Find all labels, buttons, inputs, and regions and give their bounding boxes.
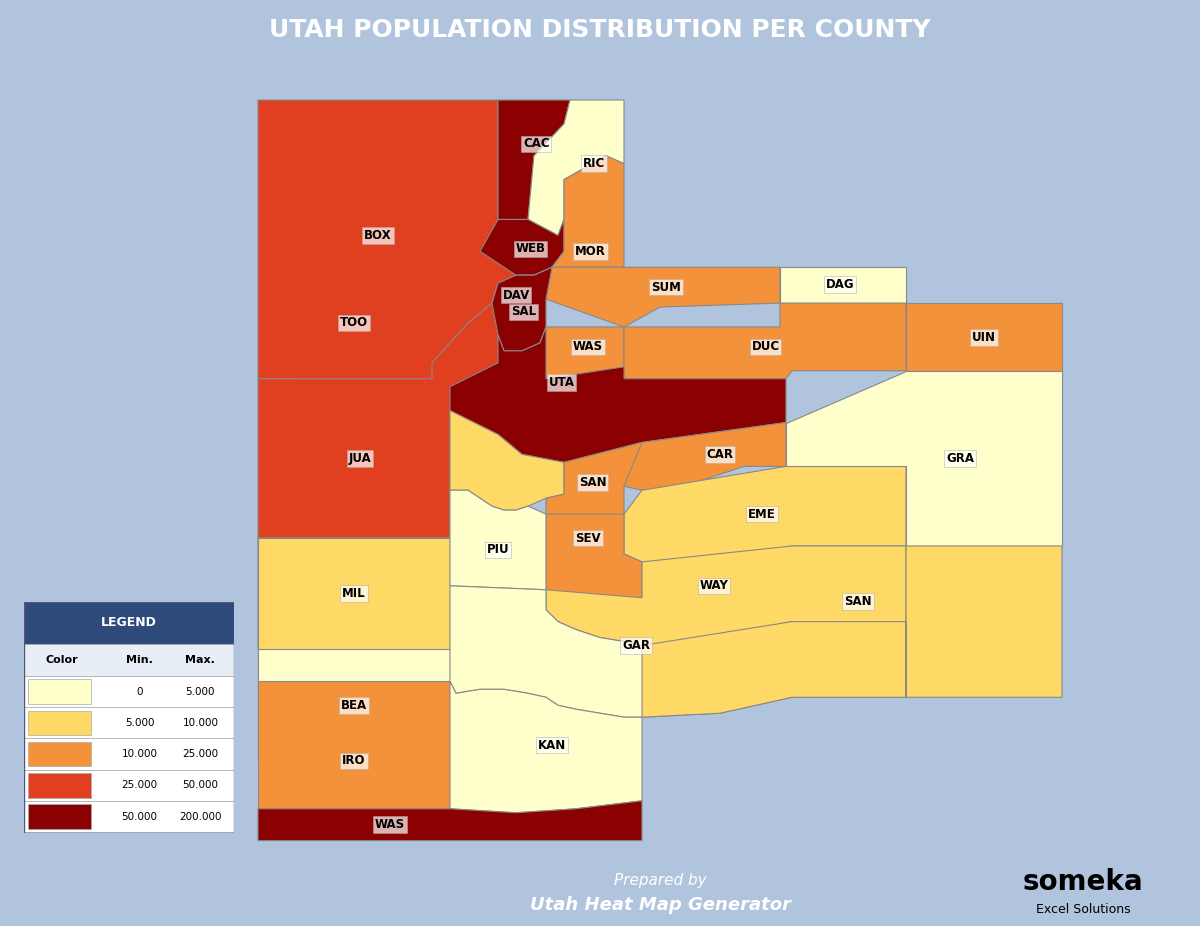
Polygon shape [258, 801, 642, 841]
Polygon shape [258, 283, 522, 538]
Polygon shape [546, 443, 642, 526]
Text: WAS: WAS [572, 341, 604, 354]
Text: 10.000: 10.000 [121, 749, 157, 759]
FancyBboxPatch shape [29, 805, 91, 829]
Text: IRO: IRO [342, 755, 366, 768]
Polygon shape [258, 649, 450, 761]
Text: TOO: TOO [340, 317, 368, 330]
Polygon shape [258, 410, 564, 649]
Text: SAN: SAN [844, 595, 872, 608]
Text: Utah Heat Map Generator: Utah Heat Map Generator [529, 896, 791, 914]
FancyBboxPatch shape [29, 773, 91, 797]
Text: EME: EME [748, 507, 776, 520]
Polygon shape [546, 268, 780, 327]
Text: WAY: WAY [700, 580, 728, 593]
Polygon shape [546, 514, 642, 606]
FancyBboxPatch shape [24, 602, 234, 644]
Text: KAN: KAN [538, 739, 566, 752]
Polygon shape [642, 546, 1062, 717]
Text: SEV: SEV [575, 532, 601, 544]
Text: Prepared by: Prepared by [613, 873, 707, 888]
Polygon shape [492, 268, 552, 323]
Text: 5.000: 5.000 [125, 718, 155, 728]
FancyBboxPatch shape [29, 742, 91, 767]
Text: MIL: MIL [342, 587, 366, 600]
Text: GAR: GAR [622, 639, 650, 652]
Polygon shape [528, 100, 624, 235]
Text: DAV: DAV [503, 289, 529, 302]
Text: BEA: BEA [341, 699, 367, 712]
Polygon shape [450, 327, 786, 462]
Text: 50.000: 50.000 [121, 811, 157, 821]
Text: UTAH POPULATION DISTRIBUTION PER COUNTY: UTAH POPULATION DISTRIBUTION PER COUNTY [269, 19, 931, 42]
Text: 25.000: 25.000 [182, 749, 218, 759]
Text: JUA: JUA [349, 452, 371, 465]
Polygon shape [540, 327, 624, 391]
Polygon shape [552, 156, 624, 268]
Text: MOR: MOR [575, 244, 606, 257]
Text: DAG: DAG [826, 279, 854, 292]
Polygon shape [498, 100, 570, 219]
Text: BOX: BOX [364, 229, 392, 242]
Text: Color: Color [46, 655, 78, 665]
Text: 0: 0 [137, 686, 143, 696]
Text: PIU: PIU [487, 544, 509, 557]
Text: RIC: RIC [583, 157, 605, 170]
Text: someka: someka [1022, 869, 1144, 896]
Polygon shape [624, 303, 906, 379]
Text: SAL: SAL [511, 306, 535, 319]
FancyBboxPatch shape [29, 711, 91, 735]
Text: 200.000: 200.000 [179, 811, 222, 821]
Polygon shape [450, 490, 546, 590]
Text: Excel Solutions: Excel Solutions [1036, 903, 1130, 916]
FancyBboxPatch shape [24, 739, 234, 770]
Polygon shape [450, 586, 906, 717]
Text: Min.: Min. [126, 655, 152, 665]
Polygon shape [906, 303, 1062, 370]
Text: DUC: DUC [751, 341, 780, 354]
FancyBboxPatch shape [29, 680, 91, 704]
Text: UIN: UIN [972, 331, 996, 344]
Text: 25.000: 25.000 [121, 781, 157, 791]
Polygon shape [624, 467, 906, 562]
FancyBboxPatch shape [24, 676, 234, 707]
Polygon shape [786, 370, 1062, 546]
Polygon shape [258, 100, 528, 394]
Text: Max.: Max. [186, 655, 215, 665]
Polygon shape [492, 268, 552, 351]
Text: SAN: SAN [578, 476, 607, 489]
Polygon shape [258, 538, 450, 761]
Polygon shape [258, 682, 450, 808]
Text: CAR: CAR [707, 448, 733, 461]
Text: UTA: UTA [548, 376, 575, 389]
Polygon shape [480, 219, 564, 275]
Text: 10.000: 10.000 [182, 718, 218, 728]
FancyBboxPatch shape [24, 801, 234, 832]
FancyBboxPatch shape [24, 770, 234, 801]
Text: 5.000: 5.000 [186, 686, 215, 696]
Text: GRA: GRA [946, 452, 974, 465]
Polygon shape [546, 546, 906, 645]
FancyBboxPatch shape [24, 707, 234, 739]
Polygon shape [450, 682, 642, 813]
Text: WEB: WEB [516, 243, 545, 256]
FancyBboxPatch shape [24, 644, 234, 676]
Text: LEGEND: LEGEND [101, 616, 157, 630]
Text: CAC: CAC [523, 137, 550, 150]
Text: 50.000: 50.000 [182, 781, 218, 791]
Text: SUM: SUM [652, 281, 680, 294]
Polygon shape [624, 422, 786, 490]
Polygon shape [780, 268, 906, 303]
Text: WAS: WAS [374, 819, 406, 832]
